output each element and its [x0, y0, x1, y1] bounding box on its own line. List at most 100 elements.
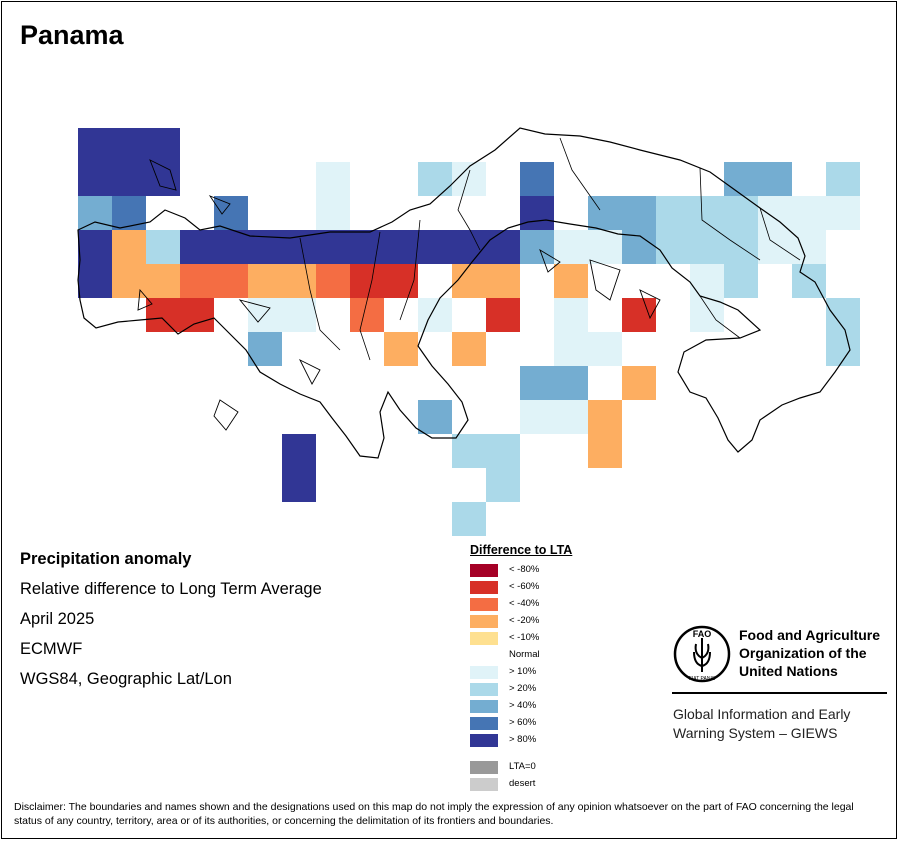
info-source: ECMWF — [20, 640, 83, 658]
info-projection: WGS84, Geographic Lat/Lon — [20, 670, 232, 688]
grid-cell — [112, 128, 146, 162]
grid-cell — [112, 264, 146, 298]
grid-cell — [656, 196, 690, 230]
grid-cell — [520, 162, 554, 196]
grid-cell — [758, 230, 792, 264]
grid-cell — [146, 128, 180, 162]
grid-cell — [554, 298, 588, 332]
grid-cell — [792, 230, 826, 264]
grid-cell — [282, 468, 316, 502]
grid-cell — [554, 264, 588, 298]
grid-cell — [486, 434, 520, 468]
grid-cell — [418, 298, 452, 332]
grid-cell — [146, 230, 180, 264]
grid-cell — [418, 230, 452, 264]
grid-cell — [350, 264, 384, 298]
grid-cell — [384, 230, 418, 264]
grid-cell — [554, 230, 588, 264]
grid-cell — [452, 230, 486, 264]
legend-swatch — [470, 734, 498, 747]
legend-swatch — [470, 649, 498, 662]
program-line2: Warning System – GIEWS — [673, 725, 838, 741]
grid-cell — [588, 400, 622, 434]
grid-cell — [180, 264, 214, 298]
legend-swatch — [470, 761, 498, 774]
legend-swatch — [470, 778, 498, 791]
legend-swatch — [470, 717, 498, 730]
grid-cell — [622, 196, 656, 230]
legend-label: desert — [509, 778, 536, 789]
grid-cell — [486, 468, 520, 502]
legend-label: < -80% — [509, 564, 540, 575]
legend-swatch — [470, 598, 498, 611]
grid-cell — [214, 230, 248, 264]
grid-cell — [384, 264, 418, 298]
legend-label: > 60% — [509, 717, 537, 728]
grid-cell — [452, 434, 486, 468]
grid-cell — [486, 298, 520, 332]
grid-cell — [520, 230, 554, 264]
grid-cell — [826, 298, 860, 332]
legend-label: < -60% — [509, 581, 540, 592]
grid-cell — [248, 230, 282, 264]
grid-cell — [554, 366, 588, 400]
info-period: April 2025 — [20, 610, 95, 628]
org-name-line3: United Nations — [739, 663, 838, 679]
country-outline — [77, 127, 851, 459]
grid-cell — [622, 298, 656, 332]
legend-swatch — [470, 632, 498, 645]
legend-swatch — [470, 666, 498, 679]
disclaimer: Disclaimer: The boundaries and names sho… — [14, 801, 854, 827]
legend-label: < -40% — [509, 598, 540, 609]
program-line1: Global Information and Early — [673, 706, 851, 722]
legend-label: > 20% — [509, 683, 537, 694]
grid-cell — [418, 400, 452, 434]
grid-cell — [282, 434, 316, 468]
legend-label: LTA=0 — [509, 761, 536, 772]
grid-cell — [316, 264, 350, 298]
grid-cell — [214, 196, 248, 230]
org-name-line1: Food and Agriculture — [739, 627, 881, 643]
grid-cell — [112, 196, 146, 230]
grid-cell — [248, 264, 282, 298]
grid-cell — [690, 298, 724, 332]
grid-cell — [78, 264, 112, 298]
info-subtitle: Relative difference to Long Term Average — [20, 580, 322, 598]
grid-cell — [758, 196, 792, 230]
grid-cell — [282, 230, 316, 264]
grid-cell — [248, 332, 282, 366]
grid-cell — [554, 400, 588, 434]
legend-swatch — [470, 700, 498, 713]
grid-cell — [690, 230, 724, 264]
grid-cell — [78, 230, 112, 264]
grid-cell — [588, 434, 622, 468]
grid-cell — [282, 298, 316, 332]
grid-cell — [520, 196, 554, 230]
grid-cell — [214, 264, 248, 298]
legend-label: > 80% — [509, 734, 537, 745]
province-boundaries — [299, 137, 801, 361]
grid-cell — [180, 298, 214, 332]
grid-cell — [724, 264, 758, 298]
legend-swatch — [470, 581, 498, 594]
grid-cell — [146, 162, 180, 196]
fao-logo: FAO FIAT PANIS — [673, 625, 731, 683]
grid-cell — [724, 196, 758, 230]
grid-cell — [690, 196, 724, 230]
grid-cell — [350, 230, 384, 264]
grid-cell — [486, 264, 520, 298]
legend-swatch — [470, 615, 498, 628]
grid-cell — [826, 196, 860, 230]
legend-swatch — [470, 683, 498, 696]
grid-cell — [418, 162, 452, 196]
legend-label: < -10% — [509, 632, 540, 643]
grid-cell — [588, 230, 622, 264]
grid-cell — [180, 230, 214, 264]
grid-cell — [112, 162, 146, 196]
grid-cell — [350, 298, 384, 332]
legend-label: > 10% — [509, 666, 537, 677]
legend-label: < -20% — [509, 615, 540, 626]
coastline-islands — [137, 159, 661, 431]
org-name-line2: Organization of the — [739, 645, 867, 661]
